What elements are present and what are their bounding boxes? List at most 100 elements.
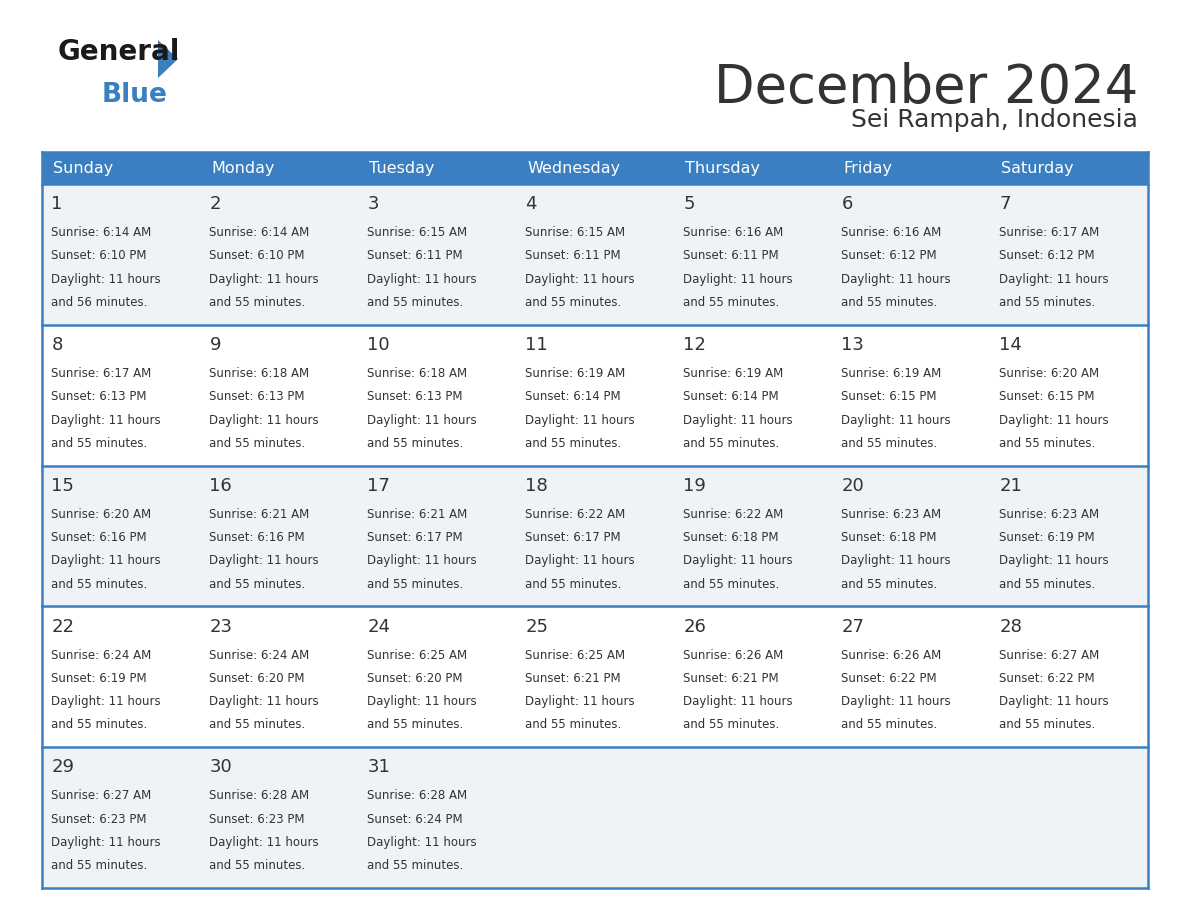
Text: Sunset: 6:11 PM: Sunset: 6:11 PM (367, 250, 463, 263)
Text: and 55 minutes.: and 55 minutes. (525, 437, 621, 450)
Text: Daylight: 11 hours: Daylight: 11 hours (51, 413, 162, 427)
Text: Sunset: 6:18 PM: Sunset: 6:18 PM (683, 532, 779, 544)
Bar (200, 152, 358, 184)
Text: 27: 27 (841, 618, 865, 635)
Text: Daylight: 11 hours: Daylight: 11 hours (841, 413, 952, 427)
Bar (990, 325, 1148, 465)
Text: Daylight: 11 hours: Daylight: 11 hours (209, 836, 320, 849)
Bar (516, 465, 674, 607)
Bar (358, 465, 516, 607)
Bar (990, 152, 1148, 184)
Text: 21: 21 (999, 476, 1023, 495)
Text: and 55 minutes.: and 55 minutes. (367, 296, 463, 309)
Text: Sunrise: 6:21 AM: Sunrise: 6:21 AM (209, 508, 310, 521)
Bar (200, 184, 358, 325)
Text: 24: 24 (367, 618, 391, 635)
Bar (832, 747, 990, 888)
Text: Sunset: 6:24 PM: Sunset: 6:24 PM (367, 812, 463, 825)
Text: Sunset: 6:19 PM: Sunset: 6:19 PM (51, 672, 147, 685)
Text: Daylight: 11 hours: Daylight: 11 hours (51, 273, 162, 285)
Bar (42, 152, 200, 184)
Text: Sunset: 6:14 PM: Sunset: 6:14 PM (525, 390, 621, 403)
Text: Sunrise: 6:19 AM: Sunrise: 6:19 AM (683, 367, 784, 380)
Text: Daylight: 11 hours: Daylight: 11 hours (999, 554, 1110, 567)
Text: Sunrise: 6:22 AM: Sunrise: 6:22 AM (525, 508, 626, 521)
Text: and 55 minutes.: and 55 minutes. (51, 859, 147, 872)
Text: Sunset: 6:13 PM: Sunset: 6:13 PM (51, 390, 147, 403)
Text: Sunrise: 6:28 AM: Sunrise: 6:28 AM (209, 789, 310, 802)
Text: Daylight: 11 hours: Daylight: 11 hours (999, 273, 1110, 285)
Text: Sunrise: 6:20 AM: Sunrise: 6:20 AM (51, 508, 152, 521)
Text: Sunset: 6:10 PM: Sunset: 6:10 PM (209, 250, 305, 263)
Text: 1: 1 (51, 196, 63, 213)
Text: Sunrise: 6:18 AM: Sunrise: 6:18 AM (209, 367, 310, 380)
Bar (516, 607, 674, 747)
Text: Daylight: 11 hours: Daylight: 11 hours (367, 273, 478, 285)
Text: Sunrise: 6:16 AM: Sunrise: 6:16 AM (841, 226, 942, 240)
Text: and 55 minutes.: and 55 minutes. (841, 719, 937, 732)
Bar (832, 325, 990, 465)
Text: and 55 minutes.: and 55 minutes. (51, 719, 147, 732)
Text: December 2024: December 2024 (714, 62, 1138, 114)
Text: Sunrise: 6:19 AM: Sunrise: 6:19 AM (841, 367, 942, 380)
Text: 11: 11 (525, 336, 548, 354)
Bar (516, 152, 674, 184)
Text: Sunset: 6:16 PM: Sunset: 6:16 PM (209, 532, 305, 544)
Text: Sunset: 6:15 PM: Sunset: 6:15 PM (999, 390, 1095, 403)
Text: and 55 minutes.: and 55 minutes. (209, 577, 305, 590)
Text: and 55 minutes.: and 55 minutes. (683, 719, 779, 732)
Text: Sunset: 6:20 PM: Sunset: 6:20 PM (209, 672, 305, 685)
Text: Sunrise: 6:17 AM: Sunrise: 6:17 AM (51, 367, 152, 380)
Text: Sunrise: 6:19 AM: Sunrise: 6:19 AM (525, 367, 626, 380)
Text: Sunrise: 6:21 AM: Sunrise: 6:21 AM (367, 508, 468, 521)
Bar (200, 747, 358, 888)
Text: Sunrise: 6:15 AM: Sunrise: 6:15 AM (367, 226, 468, 240)
Text: Sunset: 6:22 PM: Sunset: 6:22 PM (841, 672, 937, 685)
Text: Sunset: 6:12 PM: Sunset: 6:12 PM (841, 250, 937, 263)
Text: and 55 minutes.: and 55 minutes. (209, 437, 305, 450)
Polygon shape (158, 40, 178, 78)
Bar (674, 747, 832, 888)
Bar (832, 465, 990, 607)
Bar (674, 152, 832, 184)
Text: and 55 minutes.: and 55 minutes. (51, 577, 147, 590)
Text: Daylight: 11 hours: Daylight: 11 hours (525, 273, 636, 285)
Text: Sunrise: 6:14 AM: Sunrise: 6:14 AM (51, 226, 152, 240)
Text: 28: 28 (999, 618, 1023, 635)
Bar (832, 152, 990, 184)
Text: Sunrise: 6:15 AM: Sunrise: 6:15 AM (525, 226, 626, 240)
Bar (990, 747, 1148, 888)
Text: Sunset: 6:23 PM: Sunset: 6:23 PM (51, 812, 147, 825)
Text: Sunrise: 6:26 AM: Sunrise: 6:26 AM (683, 649, 784, 662)
Text: Sunset: 6:21 PM: Sunset: 6:21 PM (525, 672, 621, 685)
Text: and 55 minutes.: and 55 minutes. (367, 437, 463, 450)
Text: Daylight: 11 hours: Daylight: 11 hours (683, 554, 794, 567)
Text: and 55 minutes.: and 55 minutes. (367, 859, 463, 872)
Text: General: General (58, 38, 181, 66)
Text: Thursday: Thursday (685, 161, 760, 175)
Text: Monday: Monday (211, 161, 274, 175)
Text: Friday: Friday (843, 161, 892, 175)
Text: Sunrise: 6:26 AM: Sunrise: 6:26 AM (841, 649, 942, 662)
Text: 14: 14 (999, 336, 1023, 354)
Text: Sunrise: 6:27 AM: Sunrise: 6:27 AM (999, 649, 1100, 662)
Text: and 55 minutes.: and 55 minutes. (999, 437, 1095, 450)
Text: and 55 minutes.: and 55 minutes. (209, 859, 305, 872)
Text: Daylight: 11 hours: Daylight: 11 hours (841, 695, 952, 708)
Text: Sunrise: 6:23 AM: Sunrise: 6:23 AM (999, 508, 1100, 521)
Text: and 55 minutes.: and 55 minutes. (999, 296, 1095, 309)
Text: Blue: Blue (102, 82, 168, 108)
Text: and 55 minutes.: and 55 minutes. (525, 577, 621, 590)
Text: Sunrise: 6:25 AM: Sunrise: 6:25 AM (367, 649, 468, 662)
Text: Daylight: 11 hours: Daylight: 11 hours (841, 273, 952, 285)
Text: Sunrise: 6:23 AM: Sunrise: 6:23 AM (841, 508, 942, 521)
Bar (42, 325, 200, 465)
Text: Daylight: 11 hours: Daylight: 11 hours (683, 273, 794, 285)
Text: and 55 minutes.: and 55 minutes. (683, 296, 779, 309)
Text: Sunset: 6:23 PM: Sunset: 6:23 PM (209, 812, 305, 825)
Text: and 55 minutes.: and 55 minutes. (999, 719, 1095, 732)
Text: and 55 minutes.: and 55 minutes. (367, 577, 463, 590)
Text: Sunrise: 6:24 AM: Sunrise: 6:24 AM (209, 649, 310, 662)
Text: 6: 6 (841, 196, 853, 213)
Text: and 55 minutes.: and 55 minutes. (367, 719, 463, 732)
